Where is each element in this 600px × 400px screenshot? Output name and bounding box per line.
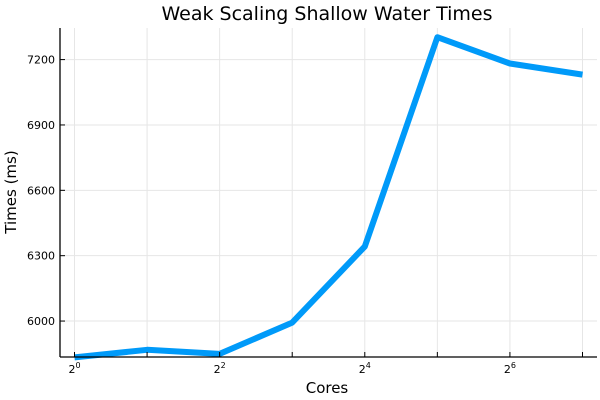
y-tick-label-2: 6600 (27, 184, 55, 197)
tick-labels: 6000 6300 6600 6900 7200 20 22 24 26 (27, 54, 516, 376)
series-layer (74, 34, 583, 361)
x-axis-label: Cores (306, 379, 349, 397)
chart-title: Weak Scaling Shallow Water Times (161, 3, 492, 25)
x-tick-label-6: 26 (504, 361, 516, 376)
x-tick-label-0: 20 (68, 361, 80, 376)
y-tick-label-3: 6900 (27, 119, 55, 132)
axes (59, 28, 597, 358)
x-tick-label-4: 24 (359, 361, 371, 376)
y-axis-label: Times (ms) (2, 150, 20, 234)
y-tick-label-4: 7200 (27, 54, 55, 67)
x-tick-label-2: 22 (214, 361, 226, 376)
y-tick-label-1: 6300 (27, 250, 55, 263)
y-tick-label-0: 6000 (27, 315, 55, 328)
series-line-0 (74, 34, 583, 361)
grid (60, 28, 597, 357)
